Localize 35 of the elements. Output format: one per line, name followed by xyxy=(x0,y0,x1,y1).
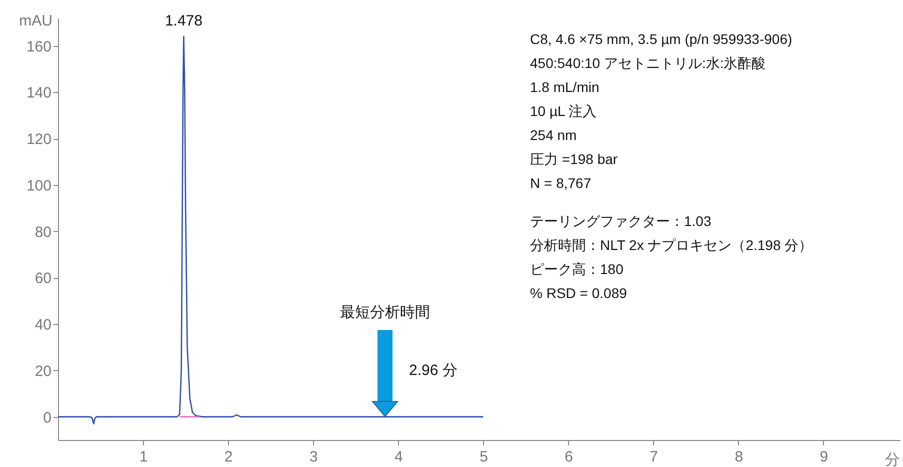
y-tick-label: 120 xyxy=(26,131,52,148)
y-tick-label: 60 xyxy=(34,270,52,288)
annotation: 10 µL 注入 xyxy=(530,103,597,119)
annotation: C8, 4.6 ×75 mm, 3.5 µm (p/n 959933-906) xyxy=(530,31,792,47)
annotation: テーリングファクター：1.03 xyxy=(530,213,712,229)
x-tick-label: 7 xyxy=(650,448,658,466)
annotation: 分析時間：NLT 2x ナプロキセン（2.198 分） xyxy=(530,237,813,253)
x-tick-label: 5 xyxy=(480,448,488,466)
y-tick-label: 160 xyxy=(26,38,52,56)
annotation: 圧力 =198 bar xyxy=(530,151,618,167)
x-tick-label: 3 xyxy=(309,448,318,466)
y-tick-label: 40 xyxy=(34,316,52,334)
x-tick-label: 6 xyxy=(564,448,573,466)
x-axis-title: 分 xyxy=(885,452,900,467)
y-tick-label: 140 xyxy=(26,84,52,102)
line-series xyxy=(58,36,484,424)
x-tick-label: 2 xyxy=(224,448,233,466)
annotation: 1.478 xyxy=(164,12,202,30)
annotation: 最短分析時間 xyxy=(340,304,430,321)
y-tick-label: 100 xyxy=(26,177,52,194)
annotation: 2.96 分 xyxy=(409,362,458,379)
annotation: N = 8,767 xyxy=(530,175,592,191)
annotation: 450:540:10 アセトニトリル:水:氷酢酸 xyxy=(530,55,766,71)
x-tick-label: 9 xyxy=(820,448,828,466)
x-tick-label: 1 xyxy=(139,448,148,466)
y-axis-title: mAU xyxy=(19,12,52,30)
y-tick-label: 20 xyxy=(34,362,52,380)
y-tick-label: 80 xyxy=(34,224,52,241)
y-tick-label: 0 xyxy=(43,409,52,426)
x-tick-label: 4 xyxy=(394,448,403,466)
annotation: 254 nm xyxy=(530,127,577,143)
annotation: 1.8 mL/min xyxy=(530,79,600,95)
x-tick-label: 8 xyxy=(734,448,744,466)
annotation: ピーク高：180 xyxy=(530,261,624,277)
annotation: % RSD = 0.089 xyxy=(530,285,628,301)
